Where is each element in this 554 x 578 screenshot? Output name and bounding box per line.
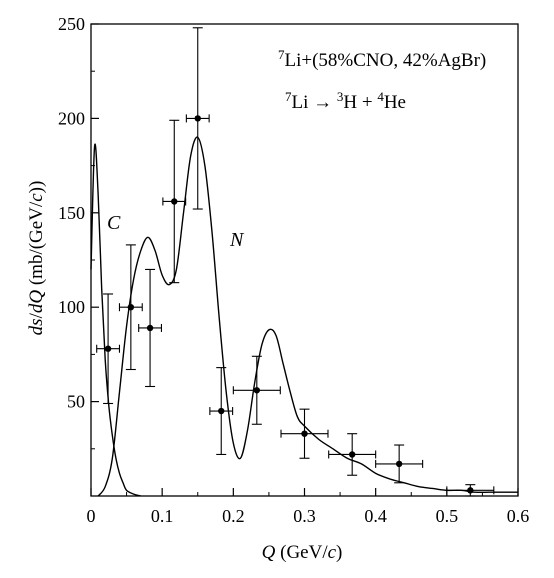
curve-label-c: C <box>107 212 121 234</box>
data-marker <box>218 407 225 415</box>
data-marker <box>348 451 356 458</box>
data-point <box>375 444 424 484</box>
y-axis-label: ds/dQ (mb/(GeV/c)) <box>26 181 47 336</box>
axis-ticks: 0 0.1 0.2 0.3 0.4 0.5 0.6 50 100 150 200 250 <box>58 14 529 526</box>
data-point <box>232 355 281 425</box>
y-tick-label: 200 <box>58 108 85 128</box>
data-marker <box>146 324 154 332</box>
data-marker <box>194 115 201 122</box>
data-point <box>162 119 187 284</box>
data-point <box>96 293 121 405</box>
data-marker <box>395 460 403 468</box>
reaction-annotation-line1: 7Li+(58%CNO, 42%AgBr) <box>278 47 486 72</box>
data-point <box>328 433 377 476</box>
x-tick-label: 0.3 <box>293 506 316 526</box>
curve-label-n: N <box>229 229 245 251</box>
data-marker <box>171 198 178 205</box>
data-marker <box>127 304 135 311</box>
x-tick-label: 0.1 <box>151 506 174 526</box>
x-tick-label: 0.4 <box>364 506 387 526</box>
data-marker <box>104 345 112 352</box>
x-axis-label: Q (GeV/c) <box>262 542 343 563</box>
y-tick-label: 50 <box>67 392 85 412</box>
data-point <box>185 27 210 210</box>
x-tick-label: 0.2 <box>222 506 245 526</box>
data-point <box>280 408 329 459</box>
x-tick-label: 0.6 <box>507 506 530 526</box>
data-point <box>446 484 495 497</box>
data-point <box>118 244 143 371</box>
data-marker <box>253 387 261 394</box>
data-point <box>209 367 234 456</box>
y-tick-label: 100 <box>58 297 85 317</box>
data-point <box>138 268 163 388</box>
y-tick-label: 150 <box>58 203 85 223</box>
reaction-annotation-line2: 7Li → 3H + 4He <box>285 89 406 114</box>
data-marker <box>301 430 308 437</box>
x-tick-label: 0.5 <box>436 506 459 526</box>
curve-n <box>97 136 518 497</box>
data-marker <box>467 487 474 494</box>
curve-c <box>90 143 141 497</box>
x-tick-label: 0 <box>87 506 96 526</box>
y-tick-label: 250 <box>58 14 85 34</box>
model-curves <box>90 136 518 497</box>
data-points <box>96 27 495 497</box>
